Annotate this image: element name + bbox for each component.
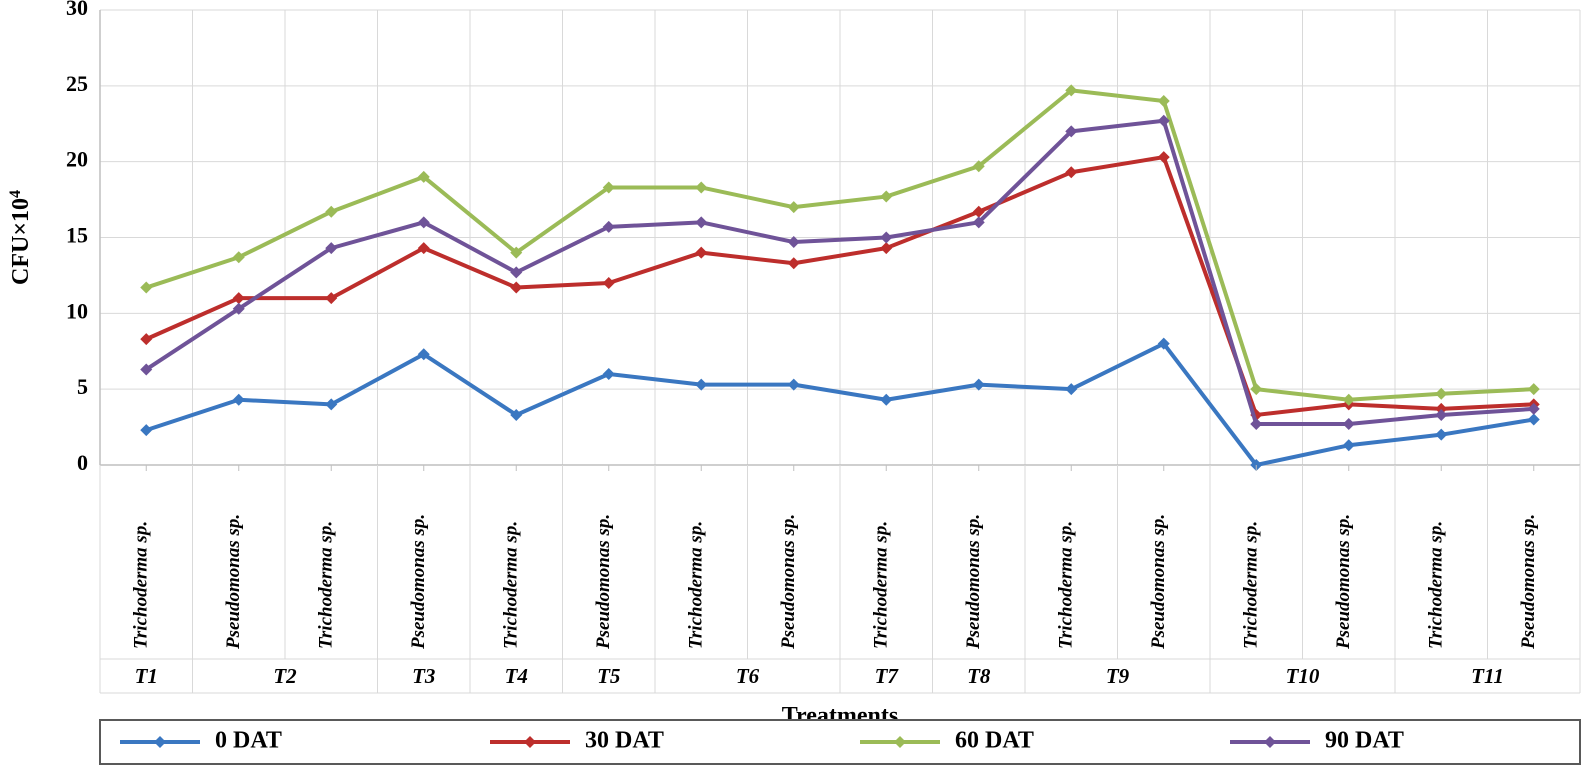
x-category-treatment: T4 (505, 664, 528, 688)
svg-text:15: 15 (66, 223, 88, 248)
x-category-treatment: T6 (736, 664, 760, 688)
svg-text:30: 30 (66, 0, 88, 20)
x-category-species: Trichoderma sp. (1240, 521, 1261, 649)
x-category-treatment: T1 (135, 664, 158, 688)
x-category-species: Pseudomonas sp. (1333, 514, 1354, 650)
legend-label: 60 DAT (955, 728, 1034, 754)
x-category-treatment: T7 (875, 664, 900, 688)
x-category-species: Trichoderma sp. (130, 521, 151, 649)
x-category-species: Pseudomonas sp. (408, 514, 429, 650)
x-category-species: Trichoderma sp. (685, 521, 706, 649)
x-category-treatment: T2 (273, 664, 297, 688)
svg-text:25: 25 (66, 71, 88, 96)
x-category-treatment: T8 (967, 664, 991, 688)
x-category-species: Pseudomonas sp. (223, 514, 244, 650)
x-category-species: Pseudomonas sp. (963, 514, 984, 650)
x-category-species: Pseudomonas sp. (1148, 514, 1169, 650)
legend-label: 30 DAT (585, 728, 664, 754)
x-category-treatment: T3 (412, 664, 435, 688)
legend-label: 0 DAT (215, 728, 282, 754)
y-axis-label: CFU×104 (7, 190, 35, 285)
x-category-treatment: T11 (1471, 664, 1504, 688)
x-category-species: Pseudomonas sp. (1518, 514, 1539, 650)
x-category-treatment: T10 (1286, 664, 1320, 688)
svg-text:10: 10 (66, 298, 88, 323)
chart-svg: 0 5 10 15 20 25 30 CFU×104 Trichoderma sp. Pseudo… (0, 0, 1594, 773)
x-category-species: Pseudomonas sp. (593, 514, 614, 650)
svg-text:0: 0 (77, 450, 88, 475)
cfu-vs-treatments-chart: 0 5 10 15 20 25 30 CFU×104 Trichoderma sp. Pseudo… (0, 0, 1594, 773)
x-category-species: Trichoderma sp. (315, 521, 336, 649)
x-category-species: Trichoderma sp. (500, 521, 521, 649)
x-category-species: Trichoderma sp. (1055, 521, 1076, 649)
x-category-treatment: T9 (1106, 664, 1130, 688)
svg-text:20: 20 (66, 147, 88, 172)
x-category-treatment: T5 (597, 664, 620, 688)
legend-label: 90 DAT (1325, 728, 1404, 754)
svg-text:5: 5 (77, 374, 88, 399)
x-category-species: Trichoderma sp. (1425, 521, 1446, 649)
x-category-species: Pseudomonas sp. (778, 514, 799, 650)
x-category-species: Trichoderma sp. (870, 521, 891, 649)
